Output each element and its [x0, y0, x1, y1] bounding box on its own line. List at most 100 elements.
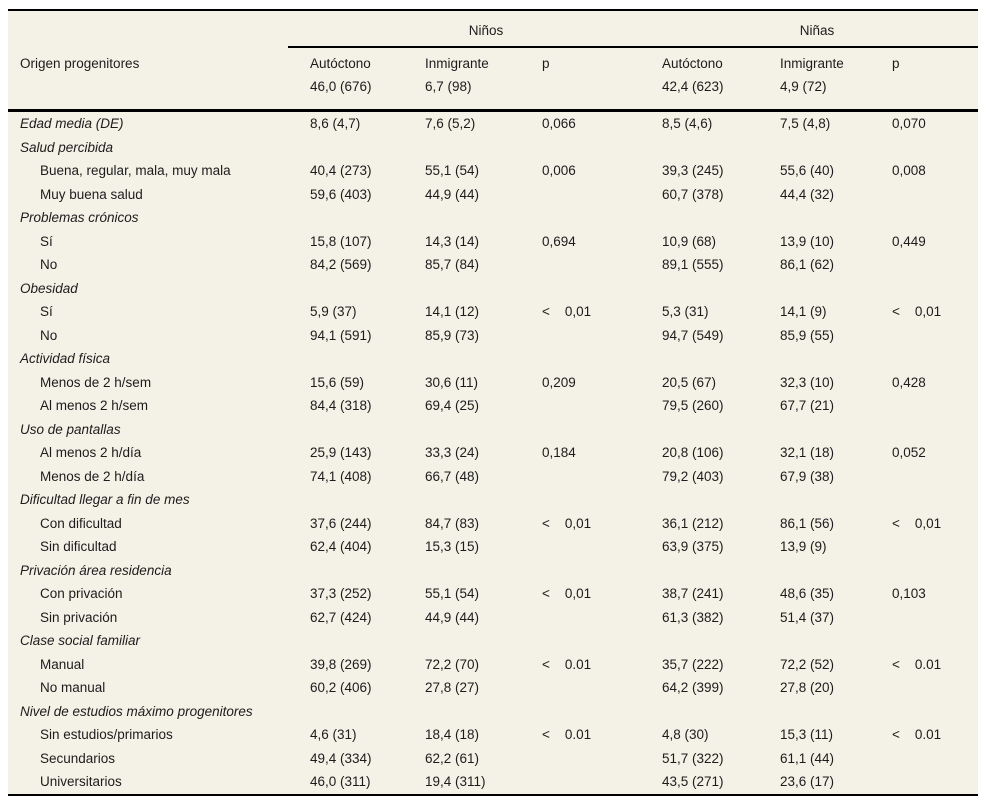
table-body: Edad media (DE) 8,6 (4,7) 7,6 (5,2) 0,06…	[8, 112, 978, 794]
table-row: Dificultad llegar a fin de mes	[8, 488, 978, 512]
cell-girls-autoctono: 89,1 (555)	[662, 257, 724, 273]
cell-boys-inmigrante: 14,3 (14)	[425, 233, 480, 249]
cell-boys-autoctono: 74,1 (408)	[310, 468, 372, 484]
table-row: Actividad física	[8, 347, 978, 371]
row-label: Obesidad	[20, 280, 78, 296]
cell-girls-autoctono: 36,1 (212)	[662, 515, 724, 531]
cell-boys-inmigrante: 84,7 (83)	[425, 515, 480, 531]
table-row: Buena, regular, mala, muy mala 40,4 (273…	[8, 159, 978, 183]
table-row: Sin privación 62,7 (424) 44,9 (44) 61,3 …	[8, 606, 978, 630]
row-label: No manual	[40, 680, 106, 696]
cell-boys-p: < 0,01	[542, 586, 592, 602]
cell-boys-inmigrante: 55,1 (54)	[425, 586, 480, 602]
cell-girls-inmigrante: 51,4 (37)	[780, 609, 835, 625]
table-row: Nivel de estudios máximo progenitores	[8, 700, 978, 724]
cell-boys-autoctono: 94,1 (591)	[310, 327, 372, 343]
cell-girls-p: < 0,01	[892, 515, 942, 531]
cell-girls-autoctono: 63,9 (375)	[662, 539, 724, 555]
cell-girls-autoctono: 38,7 (241)	[662, 586, 724, 602]
cell-boys-autoctono: 62,7 (424)	[310, 609, 372, 625]
cell-boys-inmigrante: 72,2 (70)	[425, 656, 480, 672]
cell-girls-autoctono: 35,7 (222)	[662, 656, 724, 672]
origin-label: Origen progenitores	[20, 56, 140, 71]
cell-boys-inmigrante: 62,2 (61)	[425, 750, 480, 766]
table-row: Con dificultad 37,6 (244) 84,7 (83) < 0,…	[8, 512, 978, 536]
cell-boys-autoctono: 15,8 (107)	[310, 233, 372, 249]
col-header-boys-autoctono: Autóctono	[310, 56, 371, 71]
cell-girls-autoctono: 20,5 (67)	[662, 374, 717, 390]
cell-girls-inmigrante: 13,9 (10)	[780, 233, 835, 249]
cell-boys-autoctono: 59,6 (403)	[310, 186, 372, 202]
total-girls-inmigrante: 4,9 (72)	[780, 79, 827, 94]
col-header-girls-inmigrante: Inmigrante	[780, 56, 844, 71]
table-row: Manual 39,8 (269) 72,2 (70) < 0.01 35,7 …	[8, 653, 978, 677]
cell-girls-inmigrante: 85,9 (55)	[780, 327, 835, 343]
cell-boys-autoctono: 5,9 (37)	[310, 304, 357, 320]
header-body-rule	[8, 109, 978, 112]
cell-girls-autoctono: 43,5 (271)	[662, 774, 724, 790]
cell-girls-inmigrante: 7,5 (4,8)	[780, 116, 831, 132]
cell-girls-inmigrante: 13,9 (9)	[780, 539, 827, 555]
cell-boys-inmigrante: 15,3 (15)	[425, 539, 480, 555]
row-label: Con dificultad	[40, 515, 122, 531]
cell-boys-inmigrante: 66,7 (48)	[425, 468, 480, 484]
row-label: Salud percibida	[20, 139, 114, 155]
cell-girls-autoctono: 39,3 (245)	[662, 163, 724, 179]
table-row: No manual 60,2 (406) 27,8 (27) 64,2 (399…	[8, 676, 978, 700]
cell-boys-p: 0,066	[542, 116, 576, 132]
table-row: Problemas crónicos	[8, 206, 978, 230]
row-label: Problemas crónicos	[20, 210, 139, 226]
cell-girls-autoctono: 4,8 (30)	[662, 727, 709, 743]
cell-boys-inmigrante: 44,9 (44)	[425, 609, 480, 625]
cell-girls-p: 0,103	[892, 586, 926, 602]
cell-girls-inmigrante: 44,4 (32)	[780, 186, 835, 202]
cell-boys-p: < 0.01	[542, 727, 592, 743]
table-row: Con privación 37,3 (252) 55,1 (54) < 0,0…	[8, 582, 978, 606]
cell-girls-p: 0,070	[892, 116, 926, 132]
totals-row: 46,0 (676) 6,7 (98) 42,4 (623) 4,9 (72)	[8, 79, 978, 109]
cell-boys-p: 0,184	[542, 445, 576, 461]
cell-boys-autoctono: 62,4 (404)	[310, 539, 372, 555]
table-row: Clase social familiar	[8, 629, 978, 653]
group-header-ninos: Niños	[468, 23, 504, 38]
cell-girls-autoctono: 79,2 (403)	[662, 468, 724, 484]
col-header-girls-autoctono: Autóctono	[662, 56, 723, 71]
row-label: Edad media (DE)	[20, 116, 124, 132]
cell-girls-autoctono: 51,7 (322)	[662, 750, 724, 766]
cell-girls-p: < 0.01	[892, 656, 942, 672]
table-row: Muy buena salud 59,6 (403) 44,9 (44) 60,…	[8, 183, 978, 207]
cell-boys-autoctono: 4,6 (31)	[310, 727, 357, 743]
table-row: No 84,2 (569) 85,7 (84) 89,1 (555) 86,1 …	[8, 253, 978, 277]
row-label: Uso de pantallas	[20, 421, 121, 437]
cell-boys-inmigrante: 69,4 (25)	[425, 398, 480, 414]
cell-girls-inmigrante: 67,9 (38)	[780, 468, 835, 484]
cell-girls-autoctono: 64,2 (399)	[662, 680, 724, 696]
column-header-row: Origen progenitores Autóctono Inmigrante…	[8, 48, 978, 79]
cell-girls-autoctono: 10,9 (68)	[662, 233, 717, 249]
cell-girls-autoctono: 60,7 (378)	[662, 186, 724, 202]
cell-girls-p: 0,052	[892, 445, 926, 461]
cell-boys-inmigrante: 85,7 (84)	[425, 257, 480, 273]
row-label: Sin estudios/primarios	[40, 727, 173, 743]
col-header-girls-p: p	[892, 56, 900, 71]
table-row: Universitarios 46,0 (311) 19,4 (311) 43,…	[8, 770, 978, 794]
cell-boys-p: < 0.01	[542, 656, 592, 672]
row-label: Clase social familiar	[20, 633, 141, 649]
table-row: Sí 5,9 (37) 14,1 (12) < 0,01 5,3 (31) 14…	[8, 300, 978, 324]
row-label: Manual	[40, 656, 85, 672]
row-label: No	[40, 257, 58, 273]
row-label: Con privación	[40, 586, 123, 602]
table-origen-progenitores: Niños Niñas Origen progenitores Autócton…	[8, 9, 978, 796]
table-row: Obesidad	[8, 277, 978, 301]
cell-boys-autoctono: 40,4 (273)	[310, 163, 372, 179]
cell-girls-p: < 0.01	[892, 727, 942, 743]
table-row: Menos de 2 h/día 74,1 (408) 66,7 (48) 79…	[8, 465, 978, 489]
cell-boys-inmigrante: 27,8 (27)	[425, 680, 480, 696]
cell-boys-inmigrante: 85,9 (73)	[425, 327, 480, 343]
cell-girls-inmigrante: 27,8 (20)	[780, 680, 835, 696]
cell-girls-inmigrante: 48,6 (35)	[780, 586, 835, 602]
row-label: Dificultad llegar a fin de mes	[20, 492, 190, 508]
cell-boys-autoctono: 46,0 (311)	[310, 774, 371, 790]
row-label: Buena, regular, mala, muy mala	[40, 163, 231, 179]
